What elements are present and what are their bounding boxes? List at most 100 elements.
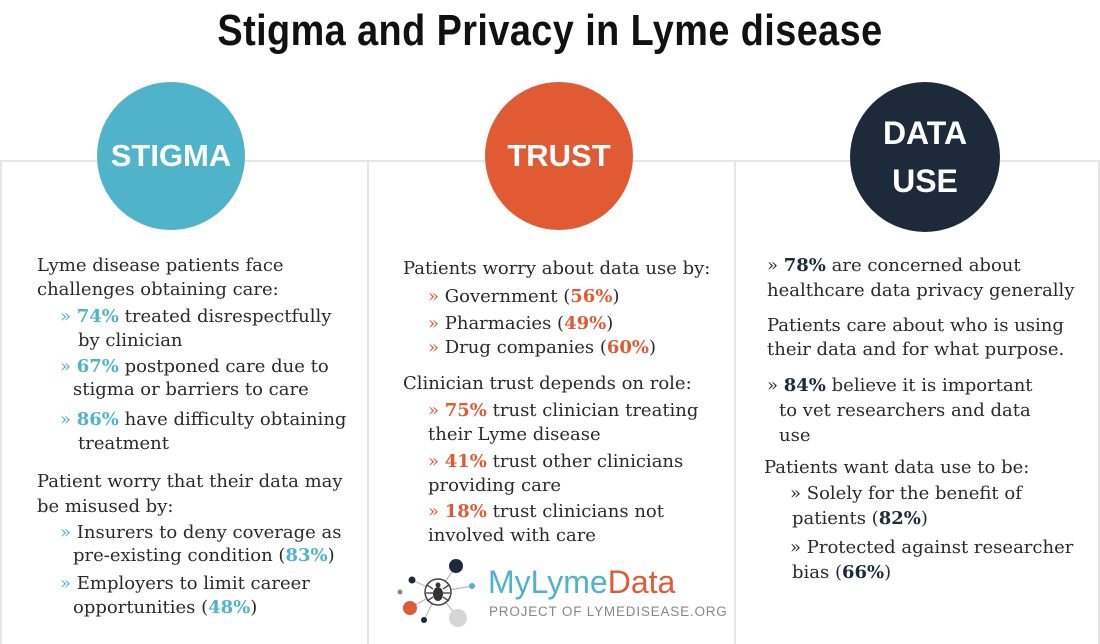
data-use-stat-1: » 78% are concerned about (767, 254, 1021, 278)
bullet-icon: » (60, 409, 72, 430)
trust-drug: » Drug companies (60%) (428, 336, 656, 360)
stigma-worry-1: » Insurers to deny coverage as (60, 521, 342, 545)
stat-text: trust clinicians not (492, 501, 664, 522)
bullet-icon: » (428, 451, 440, 472)
close-paren: ) (920, 508, 928, 529)
worry-text: Employers to limit career (76, 573, 310, 594)
stigma-intro-line2: challenges obtaining care: (37, 279, 279, 300)
worry-text: pre-existing condition ( (73, 545, 286, 566)
stat-text: trust clinician treating (492, 400, 699, 421)
trust-pharm: » Pharmacies (49%) (428, 312, 613, 336)
data-use-want-1-cont: patients (82%) (792, 507, 928, 531)
stat-value: 82% (878, 508, 921, 529)
stigma-item-2: » 67% postponed care due to (60, 355, 329, 379)
bullet-icon: » (428, 337, 440, 358)
close-paren: ) (606, 313, 614, 334)
data-use-stat-1-cont: healthcare data privacy generally (767, 280, 1075, 301)
stigma-item-3: » 86% have difficulty obtaining (60, 408, 346, 432)
stat-value: 49% (564, 313, 607, 334)
data-use-stat-2-cont2: use (779, 425, 811, 446)
stat-value: 75% (444, 400, 487, 421)
stat-value: 56% (570, 286, 613, 307)
worry-text: Insurers to deny coverage as (76, 522, 342, 543)
bullet-icon: » (790, 483, 802, 504)
stat-value: 60% (606, 337, 650, 358)
close-paren: ) (250, 597, 258, 618)
stat-value: 83% (285, 545, 328, 566)
trust-clin-intro: Clinician trust depends on role: (403, 373, 692, 394)
stat-value: 66% (842, 562, 885, 583)
stigma-worry-line1: Patient worry that their data may (37, 471, 343, 492)
bullet-icon: » (790, 537, 802, 558)
close-paren: ) (649, 337, 657, 358)
trust-clin-2: » 41% trust other clinicians (428, 450, 683, 474)
close-paren: ) (884, 562, 892, 583)
trust-clin-3-cont: involved with care (428, 525, 596, 546)
trust-clin-1-cont: their Lyme disease (428, 424, 601, 445)
want-text: bias ( (792, 562, 842, 583)
want-text: Protected against researcher (806, 537, 1074, 558)
logo-part-mylyme: MyLyme (488, 564, 608, 600)
trust-circle: TRUST (485, 82, 633, 230)
bullet-icon: » (428, 400, 440, 421)
close-paren: ) (612, 286, 620, 307)
data-use-want-2-cont: bias (66%) (792, 561, 891, 585)
data-use-stat-2: » 84% believe it is important (767, 374, 1033, 398)
stigma-item-2-cont: stigma or barriers to care (73, 379, 309, 400)
data-use-p-line2: their data and for what purpose. (767, 339, 1065, 360)
trust-intro: Patients worry about data use by: (403, 258, 711, 279)
stigma-worry-2-cont: opportunities (48%) (73, 596, 257, 620)
logo-part-data: Data (607, 564, 676, 600)
stat-value: 78% (783, 255, 826, 276)
stat-value: 84% (783, 375, 826, 396)
stat-text: trust other clinicians (492, 451, 684, 472)
tick-molecule-logo-icon (397, 559, 475, 627)
data-use-circle-line1: DATA (882, 115, 968, 151)
want-text: patients ( (792, 508, 879, 529)
stigma-worry-1-cont: pre-existing condition (83%) (73, 544, 335, 568)
stat-value: 48% (208, 597, 251, 618)
stigma-item-1: » 74% treated disrespectfully (60, 305, 331, 329)
trust-panel (367, 160, 736, 644)
logo-subtitle: PROJECT OF LYMEDISEASE.ORG (489, 604, 728, 619)
stat-value: 74% (76, 306, 119, 327)
stat-value: 18% (444, 501, 487, 522)
stigma-worry-2: » Employers to limit career (60, 572, 310, 596)
stigma-circle: STIGMA (97, 82, 245, 230)
trust-item-text: Pharmacies ( (444, 313, 565, 334)
want-text: Solely for the benefit of (806, 483, 1022, 504)
data-use-stat-2-cont: to vet researchers and data (779, 400, 1031, 421)
bullet-icon: » (60, 356, 72, 377)
stat-text: treated disrespectfully (124, 306, 332, 327)
stigma-circle-label: STIGMA (110, 138, 232, 173)
stat-text: are concerned about (831, 255, 1021, 276)
data-use-p-line1: Patients care about who is using (767, 315, 1064, 336)
data-use-circle-line2: USE (892, 163, 958, 199)
close-paren: ) (327, 545, 335, 566)
stigma-item-3-cont: treatment (78, 433, 170, 454)
stat-text: postponed care due to (124, 356, 329, 377)
stat-value: 67% (76, 356, 119, 377)
data-use-want-intro: Patients want data use to be: (764, 457, 1030, 478)
stigma-panel (0, 160, 369, 644)
stigma-intro-line1: Lyme disease patients face (37, 255, 284, 276)
bullet-icon: » (767, 255, 779, 276)
bullet-icon: » (60, 573, 72, 594)
stat-value: 86% (76, 409, 119, 430)
bullet-icon: » (60, 522, 72, 543)
page-title: Stigma and Privacy in Lyme disease (217, 6, 883, 55)
data-use-circle: DATA USE (850, 82, 1000, 232)
trust-circle-label: TRUST (507, 138, 611, 173)
stigma-item-1-cont: by clinician (78, 330, 183, 351)
trust-clin-1: » 75% trust clinician treating (428, 399, 698, 423)
stigma-worry-line2: be misused by: (37, 496, 174, 517)
stat-text: believe it is important (831, 375, 1033, 396)
trust-gov: » Government (56%) (428, 285, 619, 309)
bullet-icon: » (428, 286, 440, 307)
trust-clin-2-cont: providing care (428, 475, 562, 496)
data-use-want-2: » Protected against researcher (790, 536, 1073, 560)
bullet-icon: » (428, 501, 440, 522)
stat-text: have difficulty obtaining (124, 409, 347, 430)
trust-item-text: Drug companies ( (444, 337, 607, 358)
data-use-want-1: » Solely for the benefit of (790, 482, 1022, 506)
